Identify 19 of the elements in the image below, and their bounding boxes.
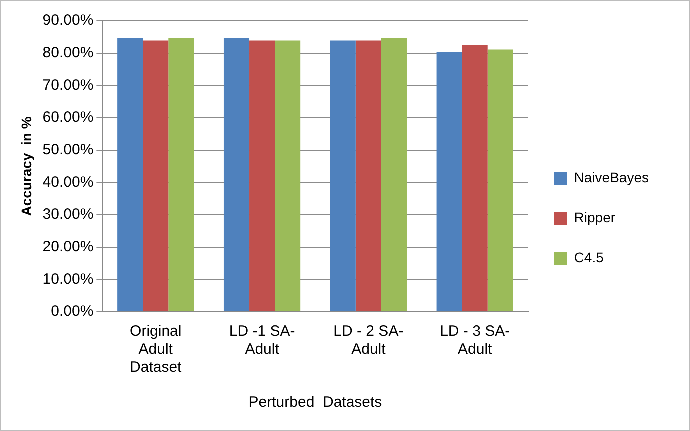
y-axis-title: Accuracy in % — [18, 116, 34, 216]
y-tick-label: 90.00% — [42, 12, 94, 30]
x-tick-label: LD - 2 SA- Adult — [334, 323, 404, 358]
y-tick-label: 50.00% — [42, 141, 94, 158]
legend-label: NaiveBayes — [574, 169, 649, 186]
y-tick-label: 10.00% — [42, 270, 94, 288]
x-tick-label: Original Adult Dataset — [130, 323, 183, 376]
y-tick-label: 80.00% — [42, 44, 94, 62]
x-tick-label: LD - 3 SA- Adult — [440, 323, 510, 358]
y-tick-label: 0.00% — [51, 303, 94, 320]
y-tick-label: 70.00% — [42, 76, 94, 94]
legend-label: C4.5 — [574, 249, 604, 266]
x-tick-label: LD -1 SA- Adult — [229, 323, 296, 358]
y-tick-label: 30.00% — [42, 206, 94, 224]
legend-label: Ripper — [574, 209, 616, 226]
x-axis-title: Perturbed Datasets — [248, 394, 382, 412]
y-tick-label: 40.00% — [42, 174, 94, 191]
y-tick-label: 60.00% — [42, 109, 94, 126]
y-tick-label: 20.00% — [42, 238, 94, 256]
